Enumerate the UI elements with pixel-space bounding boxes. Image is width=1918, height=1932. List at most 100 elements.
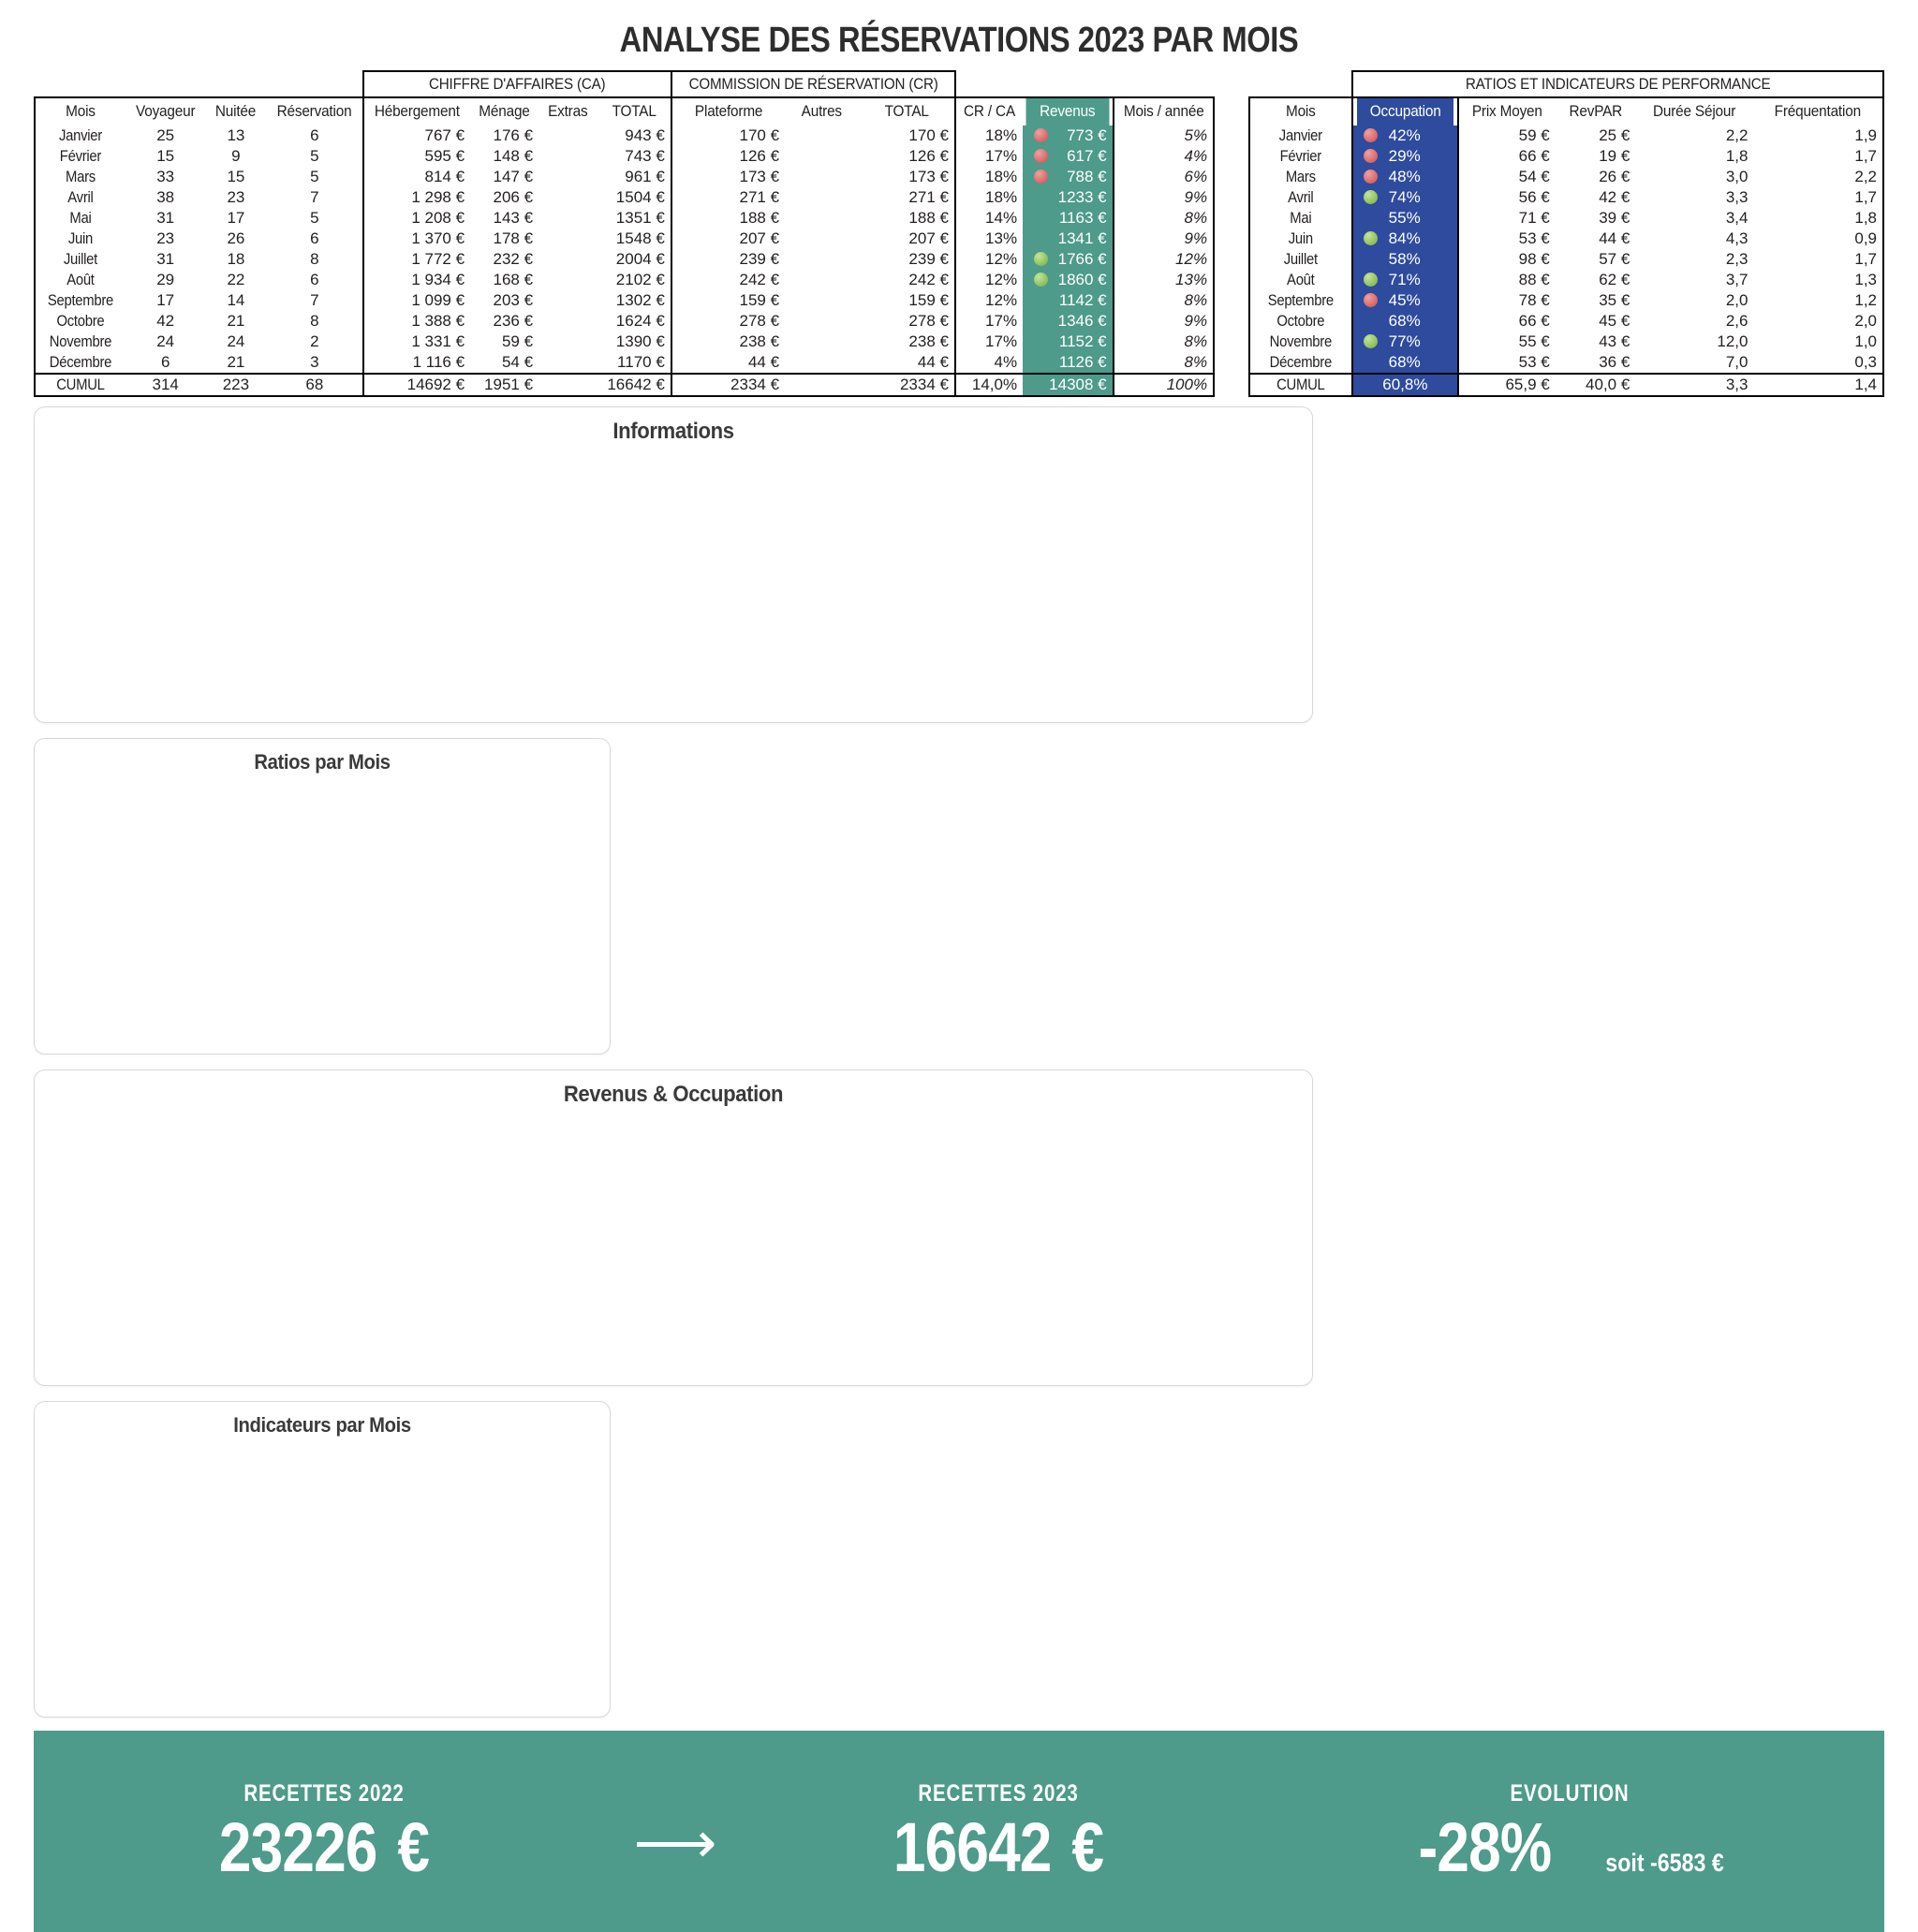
cell-menage: 236 € (493, 312, 534, 330)
cell-extras (539, 290, 598, 311)
cell-revenus: 1142 € (1023, 290, 1114, 311)
cell-reservation: 2 (266, 332, 365, 352)
cell-nuitee: 14 (227, 291, 245, 309)
ratios-column-header-row: Mois Occupation Prix Moyen RevPAR Durée Séjo… (1249, 96, 1883, 125)
cell-reservation: 6 (266, 229, 365, 249)
cell-reservation: 7 (266, 290, 365, 311)
table-row: Avril 38 23 7 1 298 €206 €1504 €271 €271 €18… (35, 187, 1216, 208)
status-dot-none-icon (1028, 291, 1053, 310)
kpi-2022-currency: € (397, 1808, 430, 1886)
kpi-2022-label: RECETTES 2022 (243, 1780, 405, 1807)
cell-reservation: 3 (266, 352, 365, 374)
cell-occupation: 58% (1351, 249, 1460, 270)
cell-duree_sejour: 2,0 (1725, 291, 1748, 309)
chart-card-revenus-occupation: Revenus & Occupation (34, 1069, 1313, 1386)
cell-cr_ca: 12% (953, 270, 1024, 290)
cell-mois_annee: 12% (1112, 249, 1216, 270)
cell-plateforme: 173 € (670, 167, 786, 187)
cell-mois: Février (1253, 146, 1349, 167)
total-mois: CUMUL (37, 373, 122, 397)
ratios-table-row: Mars 48% 54 € 26 € 3,0 2,2 (1249, 167, 1884, 187)
cell-revpar: 57 € (1599, 250, 1630, 268)
cell-frequentation: 1,2 (1753, 290, 1884, 311)
status-dot-green-icon (1359, 188, 1383, 207)
cell-mois: Janvier (1253, 125, 1349, 146)
cell-reservation: 6 (266, 125, 365, 146)
cell-prix_moyen: 71 € (1518, 209, 1550, 227)
cell-menage: 168 € (493, 271, 534, 288)
cell-mois: Février (37, 146, 122, 167)
cell-nuitee: 21 (227, 312, 245, 330)
cell-autres (785, 311, 859, 332)
table-row: Mai 31 17 5 1 208 €143 €1351 €188 €188 €14% 1… (35, 208, 1216, 229)
cell-mois: Décembre (1253, 352, 1349, 374)
chart-card-indicateurs: Indicateurs par Mois (34, 1401, 611, 1718)
cell-plateforme: 238 € (670, 332, 786, 352)
total-ca_total: 16642 € (597, 373, 672, 397)
ratios-total-duree_sejour: 3,3 (1635, 373, 1754, 397)
cell-revpar: 25 € (1599, 126, 1630, 144)
cell-reservation: 5 (266, 146, 365, 167)
col-header-13: Mois / année (1115, 96, 1212, 125)
revenus-value: 1860 € (1057, 271, 1107, 288)
cell-menage: 143 € (493, 209, 534, 227)
cell-revpar: 44 € (1599, 229, 1630, 247)
cell-mois: Septembre (37, 290, 122, 311)
status-dot-red-icon (1028, 168, 1053, 186)
occupation-value: 29% (1388, 147, 1421, 165)
cell-nuitee: 21 (227, 353, 245, 371)
cell-frequentation: 1,3 (1753, 270, 1884, 290)
cell-autres (785, 249, 859, 270)
ratios-table-row: Octobre 68% 66 € 45 € 2,6 2,0 (1249, 311, 1884, 332)
cell-ca_total: 943 € (597, 125, 672, 146)
cell-prix_moyen: 53 € (1518, 353, 1550, 371)
cell-duree_sejour: 2,3 (1725, 250, 1748, 268)
cell-extras (539, 167, 598, 187)
table-row: Novembre 24 24 2 1 331 €59 €1390 €238 €238 €… (35, 332, 1216, 352)
ratios-total-occupation: 60,8% (1351, 373, 1460, 397)
arrow-right-icon: ⟶ (633, 1810, 717, 1876)
cell-revpar: 19 € (1599, 147, 1630, 165)
kpi-recettes-2023: RECETTES 2023 16642 € (736, 1780, 1261, 1882)
cell-mois: Août (1253, 270, 1349, 290)
cell-occupation: 48% (1351, 167, 1460, 187)
occupation-value: 68% (1388, 312, 1421, 330)
group-header-ratios: RATIOS ET INDICATEURS DE PERFORMANCE (1372, 70, 1864, 97)
cell-menage: 54 € (501, 353, 534, 371)
kpi-evolution-value: -28% (1418, 1808, 1553, 1886)
cell-mois_annee: 8% (1112, 208, 1216, 229)
cell-plateforme: 44 € (670, 352, 786, 374)
cell-ca_total: 2102 € (597, 270, 672, 290)
cell-voyageur: 25 (156, 126, 175, 144)
cell-hebergement: 1 116 € (362, 352, 471, 374)
cell-nuitee: 26 (227, 229, 245, 247)
cell-occupation: 55% (1351, 208, 1460, 229)
status-dot-none-icon (1028, 332, 1053, 351)
ratios-group-header-row: RATIOS ET INDICATEURS DE PERFORMANCE (1249, 70, 1883, 97)
cell-reservation: 5 (266, 208, 365, 229)
status-dot-none-icon (1359, 209, 1383, 228)
status-dot-green-icon (1359, 229, 1383, 248)
col-header-5: Ménage (472, 96, 537, 125)
revenus-value: 1126 € (1058, 353, 1107, 371)
cell-duree_sejour: 2,2 (1725, 126, 1748, 144)
ratios-total-revpar: 40,0 € (1555, 373, 1636, 397)
cell-voyageur: 42 (156, 312, 175, 330)
cell-duree_sejour: 12,0 (1717, 332, 1748, 350)
cell-mois_annee: 9% (1112, 311, 1216, 332)
cell-prix_moyen: 59 € (1518, 126, 1550, 144)
cell-mois: Juillet (1253, 249, 1349, 270)
cell-autres (785, 146, 859, 167)
cell-mois_annee: 8% (1112, 332, 1216, 352)
kpi-2023-label: RECETTES 2023 (918, 1780, 1079, 1807)
ratios-table-row: Novembre 77% 55 € 43 € 12,0 1,0 (1249, 332, 1884, 352)
cell-mois_annee: 4% (1112, 146, 1216, 167)
cell-voyageur: 15 (156, 147, 175, 165)
revenus-value: 1163 € (1058, 209, 1107, 227)
cell-reservation: 6 (266, 270, 365, 290)
cell-plateforme: 207 € (670, 229, 786, 249)
cell-mois_annee: 6% (1112, 167, 1216, 187)
cell-plateforme: 188 € (670, 208, 786, 229)
cell-revpar: 43 € (1599, 332, 1630, 350)
revenus-value: 1233 € (1057, 188, 1107, 206)
